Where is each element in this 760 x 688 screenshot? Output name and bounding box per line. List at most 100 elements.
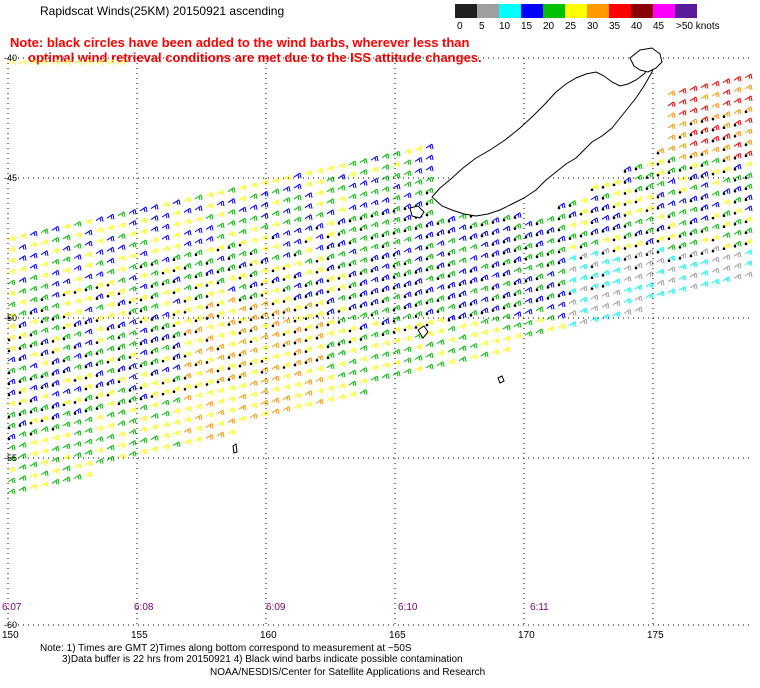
wind-barb [238, 239, 247, 246]
wind-barb [73, 430, 82, 436]
wind-barb [502, 214, 511, 221]
wind-barb [139, 217, 148, 224]
contamination-circle [326, 312, 330, 316]
wind-barb [183, 251, 192, 258]
wind-barb [95, 326, 104, 332]
wind-barb [678, 175, 687, 182]
wind-barb [645, 216, 654, 222]
contamination-circle [172, 269, 176, 273]
colorbar-label: 35 [609, 21, 621, 32]
contamination-circle [645, 209, 649, 212]
wind-barb [128, 307, 137, 314]
contamination-circle [414, 304, 418, 307]
contamination-circle [73, 379, 77, 382]
contamination-circle [150, 395, 154, 398]
wind-barb [458, 345, 467, 351]
wind-barb [711, 113, 720, 120]
wind-barb [139, 228, 148, 235]
contamination-circle [634, 233, 638, 237]
wind-barb [172, 397, 181, 403]
wind-barb [700, 94, 709, 100]
wind-barb [51, 225, 60, 232]
wind-barb [359, 356, 368, 362]
wind-barb [436, 339, 445, 345]
contamination-circle [381, 212, 385, 216]
wind-barb [51, 236, 60, 243]
contamination-circle [205, 284, 209, 287]
wind-barb [40, 426, 49, 432]
contamination-circle [51, 373, 55, 376]
contamination-circle [161, 381, 165, 385]
wind-barb [381, 153, 390, 159]
contamination-circle [425, 191, 429, 195]
wind-barb [216, 288, 225, 295]
wind-barb [711, 80, 720, 87]
contamination-circle [392, 276, 396, 279]
wind-barb [73, 364, 82, 370]
wind-barb [150, 402, 159, 408]
contamination-circle [744, 143, 748, 147]
wind-barb [392, 183, 401, 190]
wind-barb [722, 122, 731, 128]
contamination-circle [29, 399, 33, 403]
wind-barb [557, 279, 566, 286]
longitude-tick-label: 170 [518, 630, 535, 641]
contamination-circle [172, 379, 176, 383]
wind-barb [392, 348, 401, 355]
contamination-circle [62, 370, 66, 374]
wind-barb [359, 235, 368, 241]
pass-time-label: 6:11 [530, 602, 549, 613]
wind-barb [227, 385, 236, 391]
contamination-circle [271, 324, 275, 328]
contamination-circle [414, 227, 418, 230]
south-island-outline [431, 59, 657, 217]
wind-barb [733, 229, 742, 236]
wind-barb [260, 267, 269, 274]
wind-barb [502, 313, 511, 320]
wind-barb [634, 174, 643, 181]
wind-barb [370, 155, 379, 162]
wind-barb [689, 239, 698, 246]
wind-barb [128, 208, 137, 215]
wind-barb [381, 362, 390, 368]
wind-barb [480, 263, 489, 270]
wind-barb [271, 320, 280, 327]
contamination-circle [271, 236, 275, 240]
wind-barb [634, 240, 643, 247]
wind-barb [667, 178, 676, 184]
contamination-circle [403, 306, 407, 310]
wind-barb [722, 155, 731, 161]
wind-barb [447, 336, 456, 343]
wind-barb [7, 477, 16, 484]
wind-barb [172, 287, 181, 293]
wind-barb [733, 273, 742, 280]
wind-barb [205, 313, 214, 319]
contamination-circle [216, 347, 220, 351]
wind-barb [293, 238, 302, 245]
contamination-circle [216, 248, 220, 252]
contamination-circle [601, 208, 605, 211]
contamination-circle [315, 358, 319, 362]
wind-barb [546, 271, 555, 277]
wind-barb [117, 233, 126, 239]
contamination-circle [491, 298, 495, 301]
wind-barb [260, 300, 269, 307]
wind-barb [95, 337, 104, 343]
wind-barb [744, 117, 753, 123]
wind-barb [326, 253, 335, 259]
wind-barb [689, 140, 698, 147]
contamination-circle [172, 324, 176, 328]
wind-barb [590, 228, 599, 234]
wind-barb [194, 194, 203, 200]
wind-barb [612, 278, 621, 285]
wind-barb [480, 296, 489, 303]
wind-barb [678, 142, 687, 149]
contamination-circle [40, 408, 44, 412]
wind-barb [568, 222, 577, 228]
wind-barb [711, 135, 720, 142]
wind-barb [392, 326, 401, 333]
wind-barb [304, 247, 313, 253]
contamination-circle [238, 276, 242, 280]
contamination-circle [128, 389, 132, 392]
wind-barb [315, 244, 324, 251]
